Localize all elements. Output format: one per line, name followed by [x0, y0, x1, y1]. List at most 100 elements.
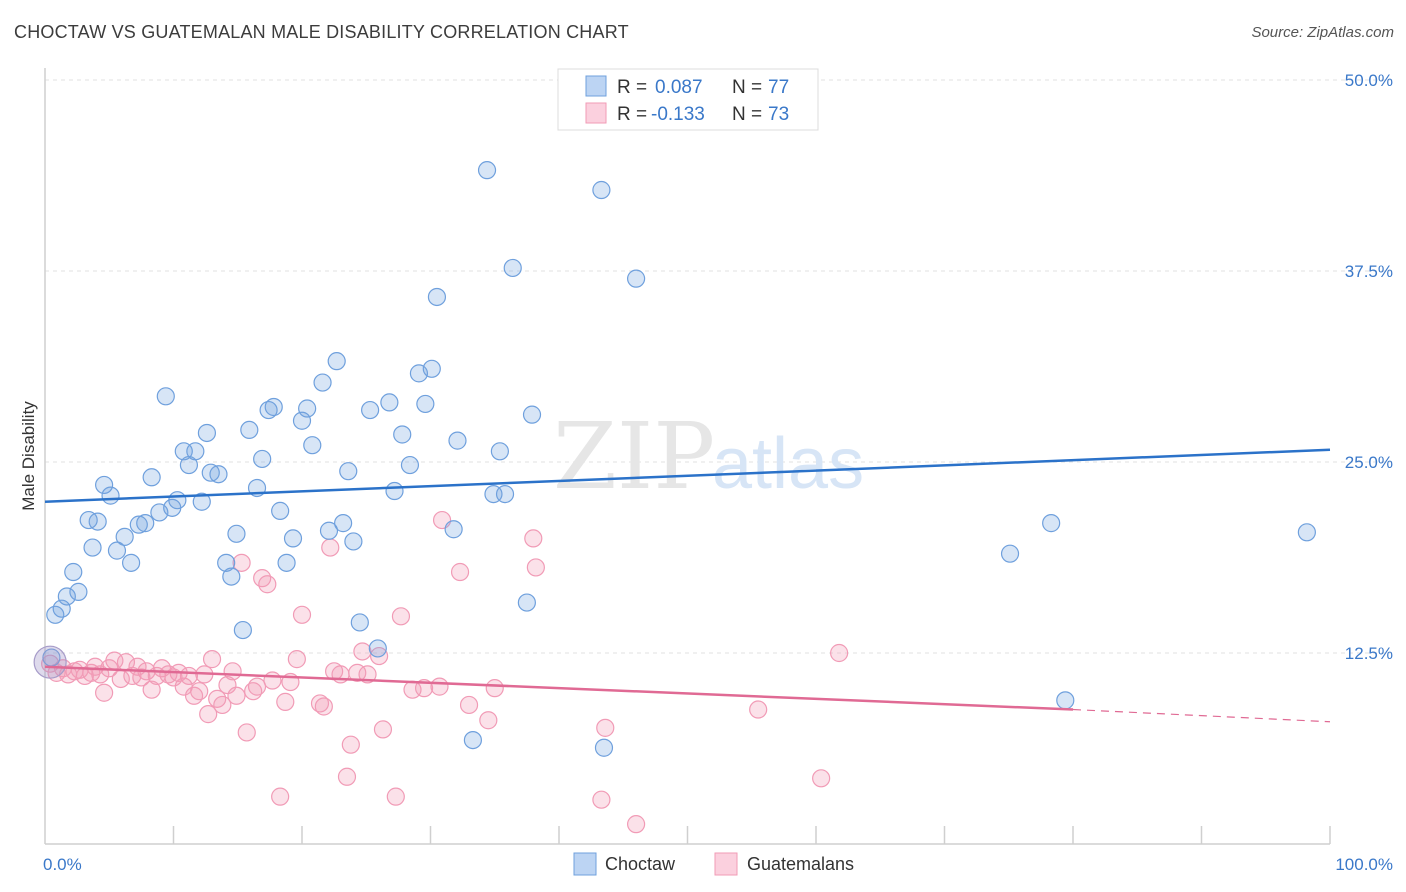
- y-tick-label: 37.5%: [1345, 262, 1393, 281]
- y-tick-label: 50.0%: [1345, 71, 1393, 90]
- choctaw-point: [380, 393, 399, 412]
- bottom-legend-guatemalans: Guatemalans: [747, 854, 854, 874]
- legend-box: R = 0.087 N = 77 R = -0.133 N = 73: [557, 68, 819, 131]
- choctaw-point: [503, 258, 522, 278]
- choctaw-point: [339, 462, 358, 481]
- choctaw-point: [303, 436, 322, 455]
- choctaw-point: [69, 582, 88, 601]
- choctaw-point: [368, 639, 387, 658]
- watermark-atlas: atlas: [712, 424, 864, 504]
- x-tick-label-min: 0.0%: [43, 855, 82, 874]
- choctaw-point: [222, 567, 241, 586]
- guatemalans-point: [373, 720, 393, 739]
- choctaw-point: [121, 553, 141, 572]
- choctaw-point: [327, 352, 346, 371]
- guatemalans-point: [287, 650, 306, 669]
- choctaw-point: [1042, 514, 1061, 533]
- y-tick-labels: 12.5% 25.0% 37.5% 50.0%: [1345, 71, 1393, 663]
- x-axis-ticks: [172, 826, 1331, 844]
- choctaw-point: [1297, 523, 1316, 542]
- choctaw-point: [209, 465, 228, 484]
- choctaw-point: [495, 484, 515, 504]
- guatemalans-point: [142, 680, 161, 699]
- choctaw-point: [253, 449, 272, 469]
- choctaw-point: [271, 501, 290, 520]
- legend-n-label-1: N =: [732, 77, 762, 98]
- guatemalans-point: [353, 642, 372, 661]
- guatemalans-point: [596, 718, 615, 737]
- guatemalans-point: [459, 695, 479, 715]
- watermark: ZIP atlas: [553, 403, 864, 510]
- guatemalans-point: [386, 787, 405, 806]
- guatemalans-point: [247, 677, 267, 696]
- choctaw-point: [1000, 544, 1020, 563]
- legend-n-label-2: N =: [732, 104, 762, 125]
- choctaw-points: [33, 161, 1316, 757]
- guatemalans-point: [321, 538, 340, 557]
- guatemalans-point: [450, 562, 470, 582]
- choctaw-point: [1056, 691, 1075, 710]
- bottom-legend-swatch-guatemalans: [714, 852, 738, 876]
- choctaw-point: [192, 492, 211, 511]
- choctaw-point: [95, 475, 114, 495]
- choctaw-point: [313, 373, 332, 392]
- choctaw-point: [517, 593, 536, 612]
- guatemalans-point: [276, 692, 295, 711]
- choctaw-point: [416, 394, 435, 414]
- choctaw-point: [626, 269, 646, 288]
- legend-n-value-2: 73: [768, 104, 789, 125]
- guatemalans-points: [41, 510, 849, 834]
- choctaw-point: [197, 423, 217, 443]
- guatemalans-point: [223, 662, 242, 681]
- guatemalans-point: [202, 650, 222, 669]
- guatemalans-point: [524, 529, 543, 548]
- legend-swatch-guatemalans: [585, 102, 607, 124]
- guatemalans-point: [812, 769, 831, 788]
- guatemalans-point: [526, 558, 545, 577]
- choctaw-point: [142, 468, 161, 487]
- guatemalans-trend-extension: [1072, 708, 1331, 723]
- choctaw-point: [463, 730, 483, 750]
- choctaw-point: [156, 387, 175, 406]
- choctaw-point: [592, 180, 611, 200]
- guatemalans-point: [391, 607, 411, 626]
- choctaw-point: [334, 514, 353, 533]
- choctaw-point: [57, 587, 76, 606]
- choctaw-point: [107, 541, 127, 560]
- choctaw-point: [448, 431, 467, 450]
- guatemalans-point: [592, 790, 611, 809]
- choctaw-point: [186, 442, 205, 461]
- guatemalans-point: [232, 553, 251, 572]
- choctaw-point: [83, 538, 102, 557]
- choctaw-trend-line: [44, 448, 1331, 503]
- legend-r-value-1: 0.087: [655, 77, 703, 98]
- y-axis-label: Male Disability: [19, 401, 38, 511]
- legend-r-label-1: R =: [617, 77, 647, 98]
- trend-lines: [44, 448, 1331, 723]
- guatemalans-point: [258, 575, 277, 594]
- choctaw-point: [115, 527, 134, 546]
- choctaw-point: [240, 420, 259, 440]
- choctaw-point: [490, 442, 509, 461]
- choctaw-point: [427, 287, 447, 307]
- choctaw-point: [422, 359, 441, 378]
- source-label: Source: ZipAtlas.com: [1251, 24, 1394, 41]
- choctaw-point: [64, 562, 83, 582]
- y-tick-label: 25.0%: [1345, 453, 1393, 472]
- guatemalans-point: [485, 679, 504, 698]
- guatemalans-point: [237, 723, 256, 742]
- choctaw-point: [444, 520, 463, 539]
- choctaw-point: [264, 397, 283, 417]
- choctaw-point: [319, 521, 339, 540]
- guatemalans-point: [190, 682, 209, 701]
- guatemalans-point: [271, 787, 290, 806]
- bottom-legend: Choctaw Guatemalans: [573, 852, 854, 876]
- choctaw-point: [227, 524, 246, 543]
- guatemalans-trend-line: [44, 665, 1074, 711]
- y-tick-label: 12.5%: [1345, 644, 1393, 663]
- guatemalans-point: [337, 767, 357, 786]
- choctaw-point: [129, 515, 148, 534]
- choctaw-point: [594, 738, 614, 757]
- choctaw-point: [393, 425, 412, 444]
- guatemalans-point: [199, 705, 218, 724]
